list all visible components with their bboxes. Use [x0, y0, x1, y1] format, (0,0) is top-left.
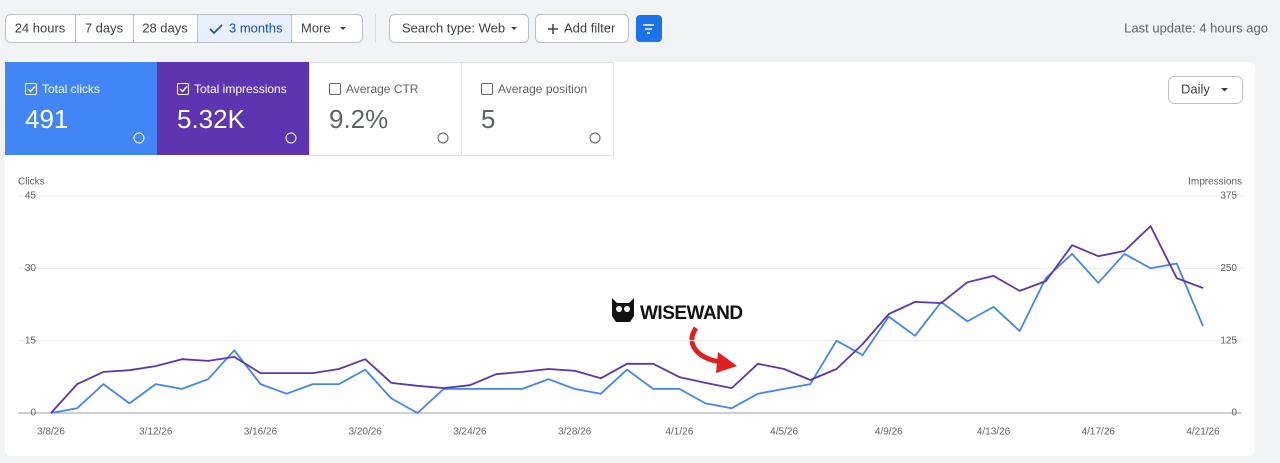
x-tick-label: 3/12/26 [139, 427, 173, 438]
dropdown-icon [340, 27, 346, 30]
range-button[interactable]: 3 months [229, 20, 283, 35]
metric-value: 5.32K [177, 104, 246, 134]
x-tick-label: 4/17/26 [1082, 427, 1116, 438]
metric-label: Average position [498, 82, 587, 96]
checkbox [329, 83, 341, 95]
dropdown-icon [511, 27, 517, 30]
y2-tick-label: 250 [1220, 263, 1237, 274]
x-tick-label: 4/9/26 [875, 427, 903, 438]
check-icon [27, 86, 36, 93]
segment-selected [197, 15, 292, 42]
filter-icon [643, 24, 654, 34]
metric-label: Total clicks [42, 82, 100, 96]
x-tick-label: 3/20/26 [348, 427, 382, 438]
check-icon [209, 24, 223, 35]
metric-label: Average CTR [346, 82, 419, 96]
metric-value: 9.2% [329, 104, 388, 134]
metric-tile[interactable] [5, 62, 157, 155]
x-tick-label: 4/5/26 [770, 427, 798, 438]
x-tick-label: 4/21/26 [1186, 427, 1220, 438]
help-icon [133, 132, 145, 144]
y-tick-label: 45 [25, 191, 37, 202]
range-button[interactable]: 7 days [85, 20, 124, 35]
y-tick-label: 30 [25, 263, 37, 274]
help-icon [285, 132, 297, 144]
y-axis-title: Clicks [18, 177, 45, 188]
y-tick-label: 0 [30, 408, 36, 419]
granularity-button[interactable] [1168, 76, 1243, 104]
performance-card [5, 62, 1255, 456]
metric-tile[interactable] [157, 62, 309, 155]
checkbox [25, 83, 37, 95]
owl-logo [612, 298, 634, 322]
date-range-group: 24 hours 7 days 28 days 3 months More [5, 14, 363, 43]
x-tick-label: 4/1/26 [665, 427, 693, 438]
metric-label: Total impressions [194, 82, 287, 96]
checkbox [481, 83, 493, 95]
range-button[interactable]: 24 hours [15, 20, 66, 35]
search-type-label[interactable]: Search type: Web [402, 20, 505, 35]
add-filter-button[interactable] [535, 14, 629, 43]
add-filter-label[interactable]: Add filter [564, 20, 616, 35]
range-button[interactable]: More [301, 20, 331, 35]
y2-axis-title: Impressions [1188, 177, 1242, 188]
help-icon [437, 132, 449, 144]
metric-value: 491 [25, 104, 68, 134]
x-tick-label: 3/8/26 [37, 427, 65, 438]
granularity-label[interactable]: Daily [1181, 81, 1210, 96]
y-tick-label: 15 [25, 335, 37, 346]
x-tick-label: 3/24/26 [453, 427, 487, 438]
plus-icon [548, 24, 558, 34]
y2-tick-label: 125 [1220, 335, 1237, 346]
search-type-button[interactable] [389, 14, 529, 43]
arrow-head [716, 352, 737, 373]
y2-tick-label: 375 [1220, 191, 1237, 202]
series-line [50, 225, 1204, 414]
check-icon [179, 86, 188, 93]
range-button[interactable]: 28 days [142, 20, 188, 35]
metric-tile[interactable] [461, 62, 614, 156]
arrow [689, 326, 723, 365]
x-tick-label: 3/16/26 [244, 427, 278, 438]
metric-tile[interactable] [309, 62, 462, 156]
x-tick-label: 3/28/26 [558, 427, 592, 438]
metric-value: 5 [481, 104, 495, 134]
help-icon [589, 132, 601, 144]
checkbox [177, 83, 189, 95]
dropdown-icon [1221, 88, 1228, 92]
watermark: WISEWAND [640, 303, 743, 324]
x-tick-label: 4/13/26 [977, 427, 1011, 438]
last-update: Last update: 4 hours ago [1124, 20, 1268, 35]
y2-tick-label: 0 [1231, 408, 1237, 419]
